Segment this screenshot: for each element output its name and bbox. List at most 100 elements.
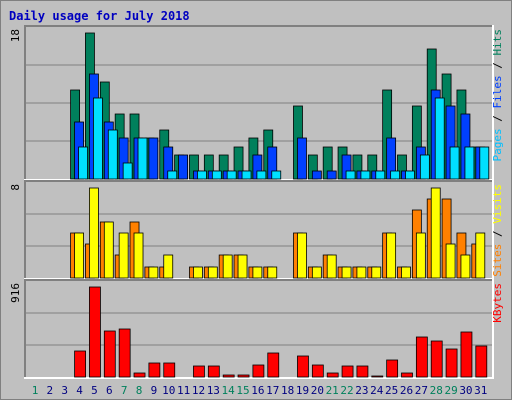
legend-entry: Files bbox=[491, 75, 504, 108]
day-label: 16 bbox=[251, 384, 264, 397]
bar bbox=[430, 340, 443, 378]
bar bbox=[371, 266, 382, 279]
bar bbox=[178, 154, 189, 180]
bar bbox=[148, 137, 159, 180]
bar bbox=[311, 364, 324, 378]
bar bbox=[475, 232, 486, 279]
day-label: 26 bbox=[400, 384, 413, 397]
legend-entry: / bbox=[491, 109, 504, 129]
bar bbox=[207, 365, 220, 378]
day-label: 24 bbox=[370, 384, 384, 397]
bar bbox=[415, 336, 428, 378]
series-3 bbox=[78, 97, 490, 180]
day-label: 13 bbox=[207, 384, 220, 397]
bar bbox=[297, 232, 307, 279]
bar bbox=[252, 266, 263, 279]
bar bbox=[419, 154, 430, 180]
bar bbox=[89, 187, 99, 279]
day-label: 4 bbox=[76, 384, 83, 397]
day-label: 21 bbox=[326, 384, 339, 397]
bar bbox=[226, 170, 237, 180]
bar bbox=[222, 374, 235, 378]
bar bbox=[460, 331, 473, 378]
bar bbox=[78, 146, 88, 180]
day-label: 11 bbox=[177, 384, 190, 397]
bar bbox=[386, 359, 399, 378]
day-label: 22 bbox=[340, 384, 353, 397]
bar bbox=[401, 372, 413, 378]
bar bbox=[356, 266, 367, 279]
day-label: 1 bbox=[32, 384, 39, 397]
panel-legend: Sites / Visits bbox=[491, 184, 504, 277]
day-label: 3 bbox=[61, 384, 68, 397]
bar bbox=[445, 348, 458, 378]
bar bbox=[375, 170, 386, 180]
bar bbox=[122, 162, 133, 180]
bar bbox=[148, 362, 161, 378]
legend-entry: Hits bbox=[491, 29, 504, 56]
bar bbox=[148, 266, 159, 279]
panel-legend: KBytes bbox=[491, 283, 504, 323]
day-label: 31 bbox=[474, 384, 487, 397]
bar bbox=[297, 137, 307, 180]
bar bbox=[415, 232, 426, 279]
panel-2: 8 Sites / Visits bbox=[9, 180, 504, 280]
bar bbox=[445, 243, 456, 279]
bar bbox=[211, 170, 222, 180]
panel-1: 18 Pages / Files / Hits bbox=[9, 25, 504, 181]
panel-max-label: 916 bbox=[9, 283, 22, 303]
bar bbox=[341, 266, 352, 279]
bar bbox=[89, 286, 101, 378]
bar bbox=[371, 375, 384, 378]
bar bbox=[449, 146, 460, 180]
bar bbox=[434, 97, 445, 180]
bar bbox=[460, 254, 471, 279]
bar bbox=[241, 170, 252, 180]
chart-title: Daily usage for July 2018 bbox=[9, 9, 190, 23]
bar bbox=[133, 372, 146, 378]
bar bbox=[386, 232, 397, 279]
bar bbox=[297, 355, 309, 378]
panel-max-label: 8 bbox=[9, 184, 22, 191]
bar bbox=[326, 254, 337, 279]
bar bbox=[311, 170, 322, 180]
bar bbox=[167, 170, 178, 180]
bar bbox=[356, 365, 369, 378]
bar bbox=[222, 254, 233, 279]
day-label: 9 bbox=[151, 384, 158, 397]
bar bbox=[256, 170, 267, 180]
bar bbox=[163, 254, 174, 279]
bar bbox=[464, 146, 475, 180]
bar bbox=[137, 137, 148, 180]
bar bbox=[405, 170, 415, 180]
day-label: 23 bbox=[355, 384, 368, 397]
panel-max-label: 18 bbox=[9, 29, 22, 42]
day-label: 12 bbox=[192, 384, 205, 397]
series-2 bbox=[74, 187, 486, 279]
series-1 bbox=[74, 286, 488, 378]
day-label: 2 bbox=[47, 384, 54, 397]
bar bbox=[237, 374, 250, 378]
day-label: 25 bbox=[385, 384, 398, 397]
bar bbox=[93, 97, 103, 180]
day-label: 30 bbox=[459, 384, 472, 397]
bar bbox=[237, 254, 248, 279]
bar bbox=[103, 221, 114, 279]
bar bbox=[103, 330, 116, 378]
panel-plot-area bbox=[26, 281, 492, 377]
day-label: 5 bbox=[91, 384, 98, 397]
bar bbox=[74, 350, 86, 378]
bar bbox=[430, 187, 441, 279]
legend-entry: Pages bbox=[491, 128, 504, 161]
bar bbox=[267, 352, 280, 378]
bar bbox=[197, 170, 207, 180]
bar bbox=[271, 170, 282, 180]
bar bbox=[207, 266, 218, 279]
legend-entry: Sites bbox=[491, 244, 504, 277]
day-label: 14 bbox=[222, 384, 236, 397]
bar bbox=[118, 232, 129, 279]
bar bbox=[401, 266, 411, 279]
day-label: 10 bbox=[162, 384, 175, 397]
legend-entry: / bbox=[491, 56, 504, 76]
